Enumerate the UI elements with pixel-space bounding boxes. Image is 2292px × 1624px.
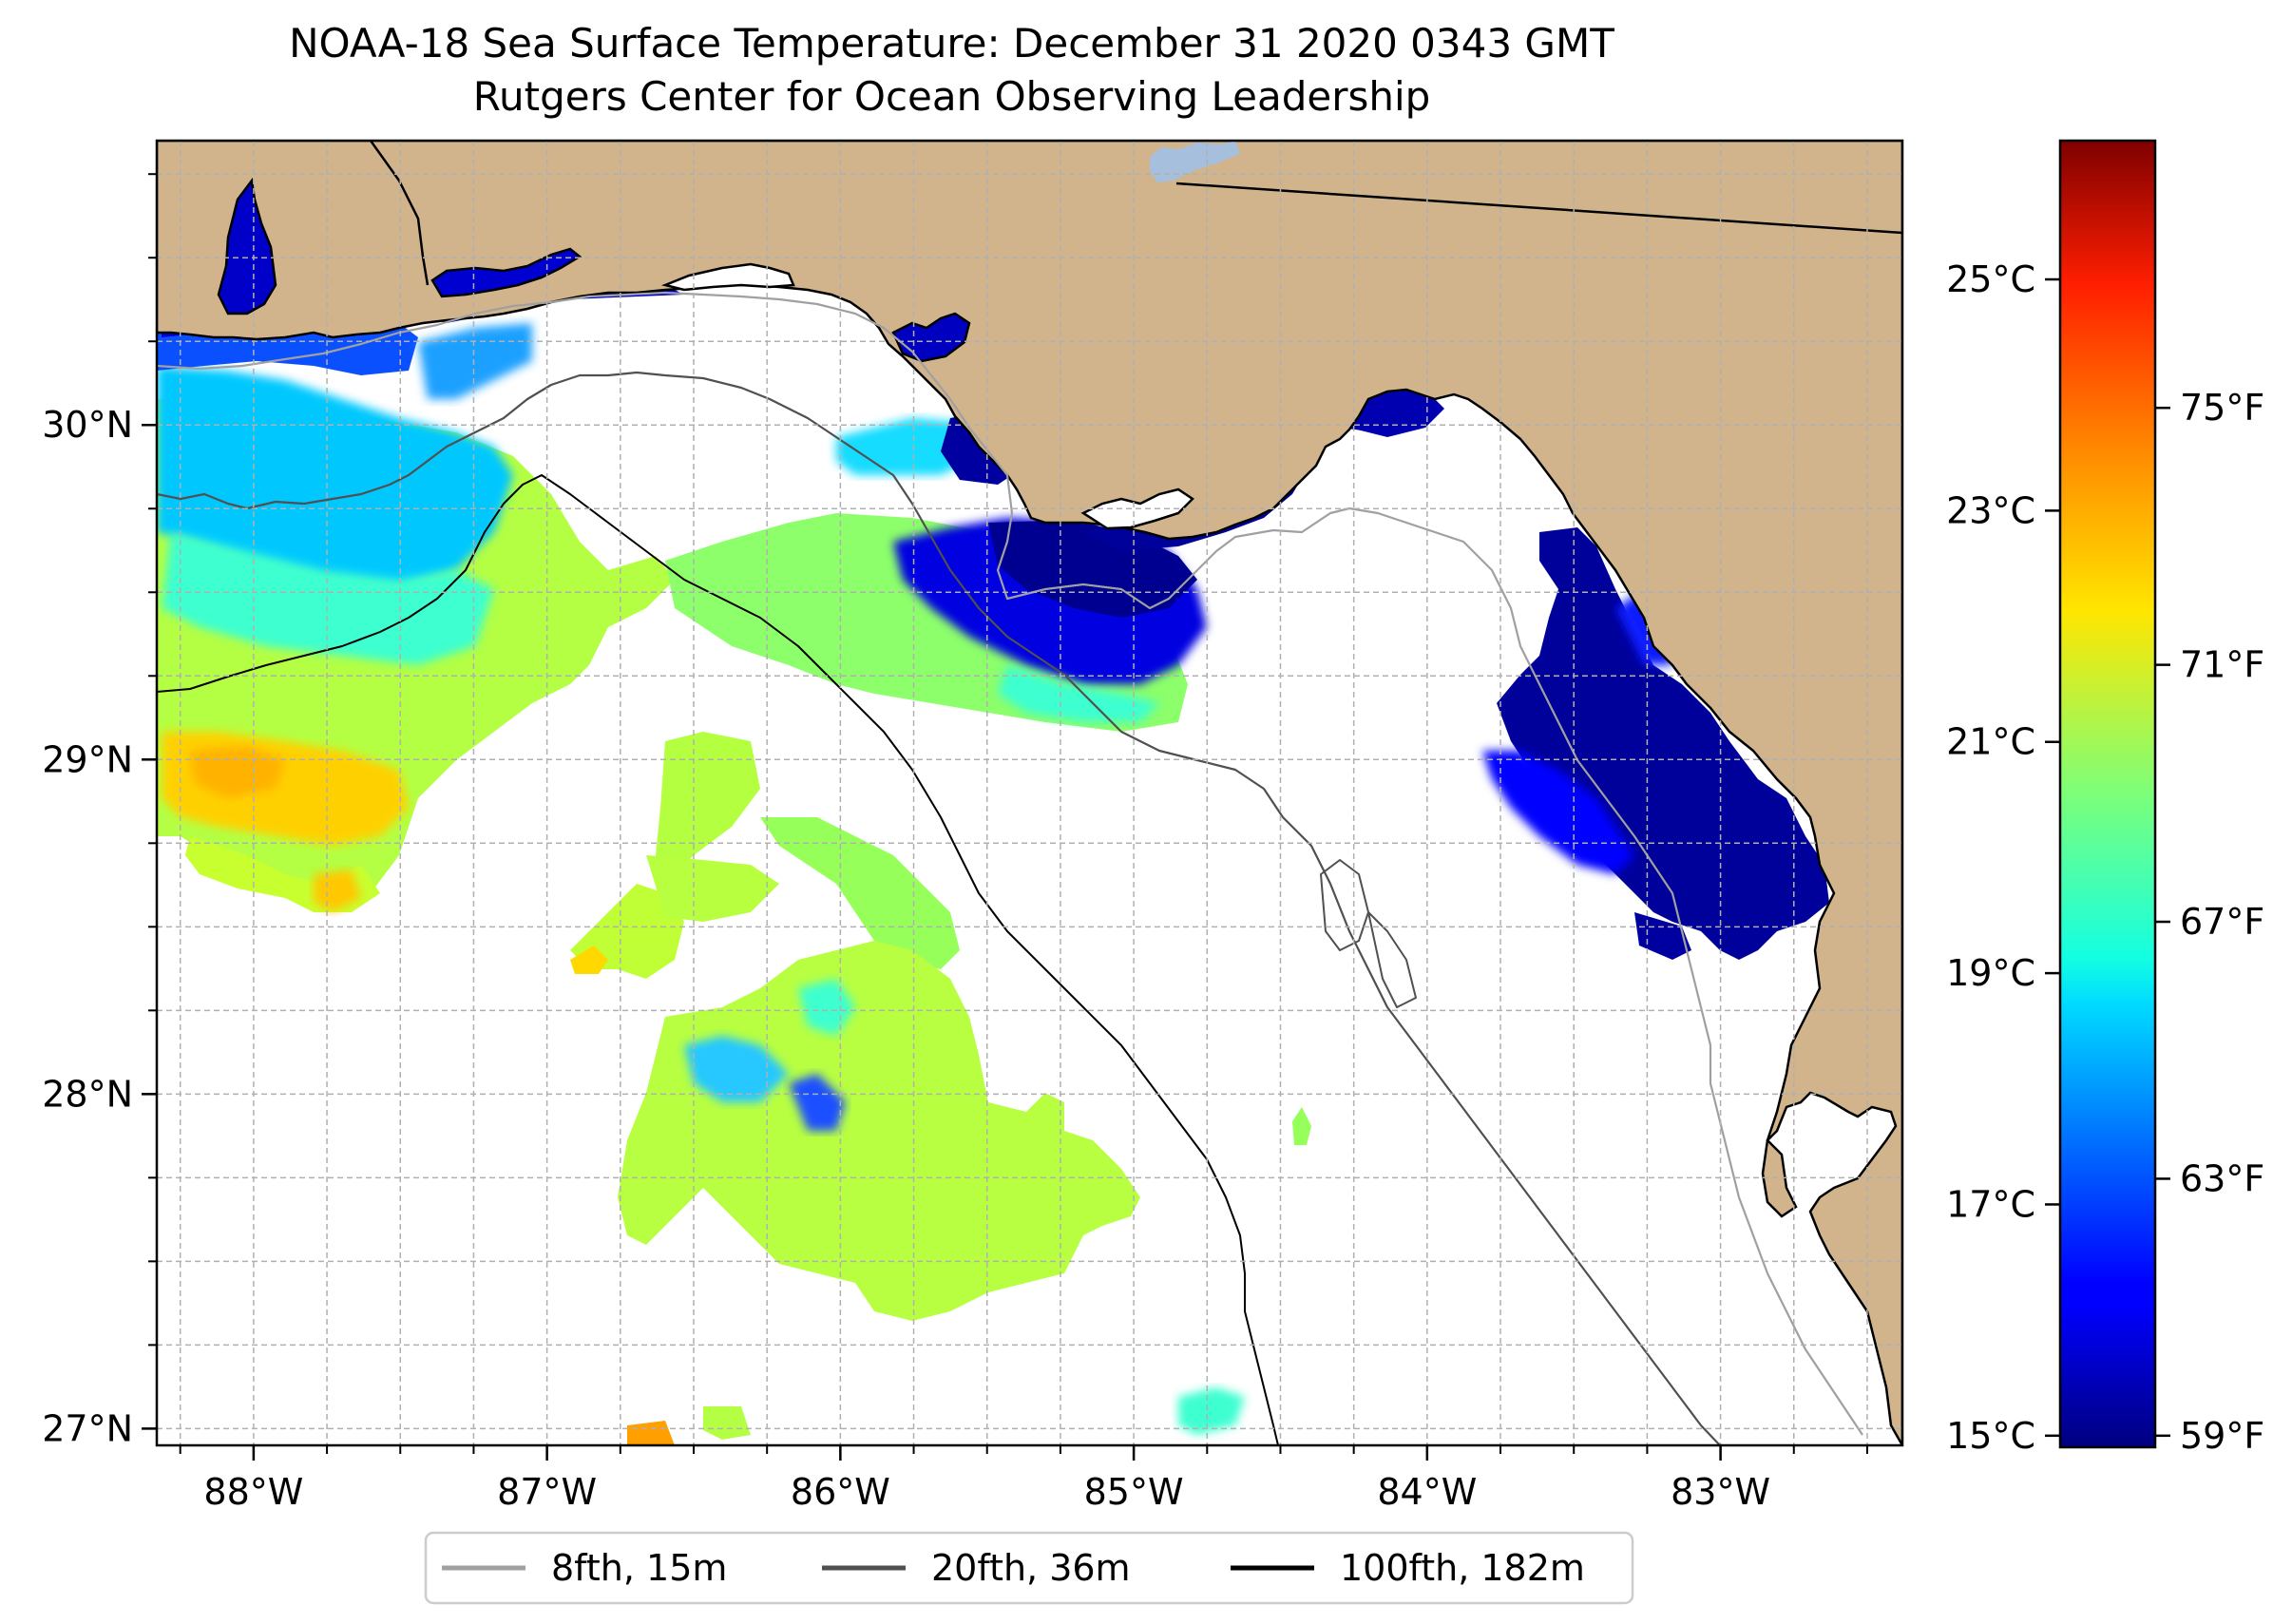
lon-tick-label: 88°W: [203, 1471, 303, 1513]
colorbar-celsius-label: 25°C: [1946, 258, 2035, 300]
sst-patch-se-3: [703, 1406, 751, 1440]
map-frame: [155, 139, 1904, 1447]
colorbar-fahrenheit-label: 67°F: [2180, 901, 2264, 943]
lon-tick-label: 83°W: [1671, 1471, 1770, 1513]
legend-entries: 8fth, 15m 20fth, 36m 100fth, 182m: [442, 1547, 1585, 1589]
sst-patch-west-teal: [162, 532, 494, 665]
sst-patch-mid-3: [646, 855, 779, 922]
colorbar-fahrenheit-label: 75°F: [2180, 387, 2264, 429]
sst-patch-west-cyan: [157, 366, 513, 589]
state-boundary: [1175, 182, 1902, 235]
chart-title: NOAA-18 Sea Surface Temperature: Decembe…: [289, 20, 1614, 67]
legend: 8fth, 15m 20fth, 36m 100fth, 182m: [424, 1531, 1634, 1605]
sst-patch-west-cyan-2: [418, 323, 532, 399]
legend-label: 100fth, 182m: [1340, 1547, 1585, 1589]
map-panel: [157, 141, 1902, 1445]
sst-patch-mid-2-orange: [570, 946, 608, 974]
colorbar: 15°C 17°C 19°C 21°C 23°C 25°C 59°F 63°F 67°F 71°…: [1946, 139, 2264, 1457]
lat-tick-label: 29°N: [42, 738, 133, 780]
sst-patch-south-cyan-2: [798, 979, 855, 1036]
lon-axis: 88°W 87°W 86°W 85°W 84°W 83°W: [179, 1445, 1868, 1513]
sst-patch-mid-1: [656, 732, 760, 884]
inland-lake: [1150, 141, 1240, 182]
lon-tick-label: 84°W: [1377, 1471, 1477, 1513]
mobile-bay: [217, 177, 277, 315]
contour-100fth: [157, 474, 1279, 1445]
sst-patch-mid-4: [760, 817, 960, 969]
choctawhatchee-bay: [660, 262, 795, 292]
colorbar-celsius-axis: 15°C 17°C 19°C 21°C 23°C 25°C: [1946, 258, 2060, 1457]
colorbar-fahrenheit-label: 71°F: [2180, 644, 2264, 686]
lon-tick-label: 87°W: [497, 1471, 597, 1513]
legend-label: 20fth, 36m: [931, 1547, 1131, 1589]
legend-label: 8fth, 15m: [551, 1547, 727, 1589]
legend-box: [424, 1531, 1634, 1605]
sst-patch-cyan-blend: [998, 665, 1159, 722]
chart-subtitle: Rutgers Center for Ocean Observing Leade…: [472, 73, 1431, 120]
sst-patch-big-bend-3: [1634, 912, 1691, 960]
colorbar-fahrenheit-label: 63°F: [2180, 1157, 2264, 1199]
contour-8fth: [157, 291, 1863, 1436]
sst-patch-south-blue: [789, 1074, 846, 1131]
sst-patch-big-bend: [1497, 527, 1829, 960]
colorbar-fahrenheit-label: 59°F: [2180, 1415, 2264, 1457]
pensacola-sound: [430, 247, 583, 298]
colorbar-celsius-label: 21°C: [1946, 721, 2035, 763]
sst-patch-west-south-orange: [314, 869, 361, 912]
sst-patch-se-1: [1292, 1107, 1311, 1145]
sst-patch-south-cyan: [684, 1036, 789, 1102]
bathymetry-contours: [157, 291, 1863, 1445]
sst-patch-orange-corner: [627, 1421, 675, 1445]
graticule: [157, 141, 1902, 1445]
contour-20fth: [157, 371, 1721, 1445]
colorbar-celsius-label: 23°C: [1946, 489, 2035, 531]
lat-tick-label: 28°N: [42, 1073, 133, 1115]
colorbar-gradient: [2058, 139, 2157, 1449]
state-boundary-al: [369, 141, 430, 286]
lat-tick-label: 27°N: [42, 1407, 133, 1449]
lon-tick-label: 86°W: [791, 1471, 890, 1513]
colorbar-celsius-label: 17°C: [1946, 1183, 2035, 1225]
lon-tick-label: 85°W: [1084, 1471, 1184, 1513]
lat-tick-label: 30°N: [42, 404, 133, 446]
land: [157, 141, 1902, 1445]
st-andrew-bay: [891, 312, 971, 363]
colorbar-fahrenheit-axis: 59°F 63°F 67°F 71°F 75°F: [2155, 387, 2264, 1457]
colorbar-celsius-label: 15°C: [1946, 1415, 2035, 1457]
colorbar-celsius-label: 19°C: [1946, 952, 2035, 994]
sst-patch-south-main: [618, 941, 1140, 1321]
sst-patch-se-2: [1178, 1387, 1245, 1435]
lat-axis: 27°N 28°N 29°N 30°N: [42, 173, 157, 1449]
